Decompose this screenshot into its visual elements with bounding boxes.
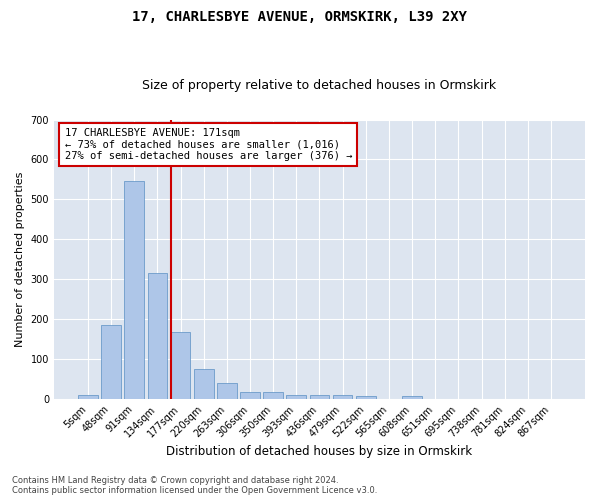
Text: 17, CHARLESBYE AVENUE, ORMSKIRK, L39 2XY: 17, CHARLESBYE AVENUE, ORMSKIRK, L39 2XY — [133, 10, 467, 24]
Bar — [333, 394, 352, 399]
Bar — [263, 392, 283, 399]
Bar — [402, 396, 422, 399]
Bar — [310, 394, 329, 399]
Bar — [286, 394, 306, 399]
Bar — [356, 396, 376, 399]
Bar — [148, 274, 167, 399]
Bar — [240, 392, 260, 399]
Text: 17 CHARLESBYE AVENUE: 171sqm
← 73% of detached houses are smaller (1,016)
27% of: 17 CHARLESBYE AVENUE: 171sqm ← 73% of de… — [65, 128, 352, 161]
Bar — [194, 368, 214, 399]
Y-axis label: Number of detached properties: Number of detached properties — [15, 172, 25, 347]
Bar — [217, 383, 236, 399]
Title: Size of property relative to detached houses in Ormskirk: Size of property relative to detached ho… — [142, 79, 497, 92]
Bar — [101, 325, 121, 399]
X-axis label: Distribution of detached houses by size in Ormskirk: Distribution of detached houses by size … — [166, 444, 473, 458]
Bar — [124, 180, 144, 399]
Text: Contains HM Land Registry data © Crown copyright and database right 2024.
Contai: Contains HM Land Registry data © Crown c… — [12, 476, 377, 495]
Bar — [78, 396, 98, 399]
Bar — [170, 332, 190, 399]
